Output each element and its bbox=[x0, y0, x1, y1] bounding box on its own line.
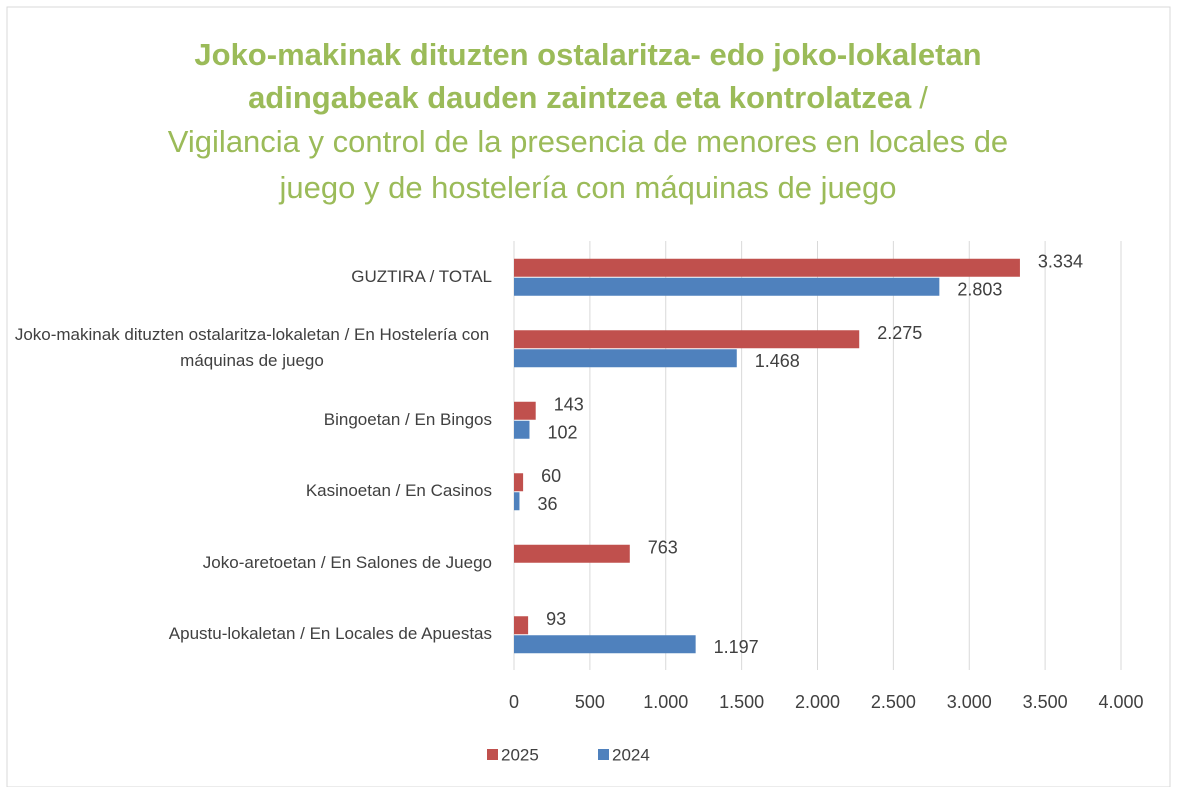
data-label: 60 bbox=[541, 466, 561, 486]
y-tick-label-wrap: GUZTIRA / TOTAL bbox=[10, 247, 492, 307]
legend-swatch bbox=[598, 749, 609, 760]
bar bbox=[514, 277, 940, 296]
y-tick-label-wrap: Kasinoetan / En Casinos bbox=[10, 461, 492, 521]
y-tick-label: Bingoetan / En Bingos bbox=[323, 409, 492, 429]
y-tick-label-box: Bingoetan / En Bingos bbox=[10, 390, 492, 450]
bar bbox=[514, 420, 530, 439]
legend-label: 2024 bbox=[612, 745, 650, 764]
x-tick-label: 0 bbox=[509, 692, 519, 712]
y-tick-label-box: Apustu-lokaletan / En Locales de Apuesta… bbox=[10, 604, 492, 664]
x-tick-label: 1.000 bbox=[643, 692, 688, 712]
data-label: 763 bbox=[648, 538, 678, 558]
data-label: 2.803 bbox=[957, 280, 1002, 300]
bar bbox=[514, 635, 696, 654]
y-tick-label: Joko-makinak dituzten ostalaritza-lokale… bbox=[14, 325, 490, 371]
bar bbox=[514, 616, 529, 635]
x-tick-label: 2.500 bbox=[871, 692, 916, 712]
y-tick-label: GUZTIRA / TOTAL bbox=[351, 266, 492, 286]
y-tick-label-box: Kasinoetan / En Casinos bbox=[10, 461, 492, 521]
chart-title-bold: adingabeak dauden zaintzea eta kontrolat… bbox=[248, 80, 912, 115]
x-tick-label: 500 bbox=[575, 692, 605, 712]
y-tick-label-wrap: Apustu-lokaletan / En Locales de Apuesta… bbox=[10, 604, 492, 664]
chart-frame bbox=[6, 6, 1171, 788]
x-tick-label: 3.500 bbox=[1023, 692, 1068, 712]
x-tick-label: 3.000 bbox=[947, 692, 992, 712]
bar bbox=[514, 349, 737, 368]
chart-title-separator: / bbox=[919, 80, 928, 115]
y-tick-label-wrap: Joko-makinak dituzten ostalaritza-lokale… bbox=[10, 318, 492, 378]
y-tick-label-box: Joko-makinak dituzten ostalaritza-lokale… bbox=[10, 318, 492, 378]
bar bbox=[514, 473, 524, 492]
data-label: 1.468 bbox=[755, 351, 800, 371]
legend-swatch bbox=[487, 749, 498, 760]
chart-title: Joko-makinak dituzten ostalaritza- edo j… bbox=[194, 37, 981, 72]
bar bbox=[514, 401, 536, 420]
y-tick-label: Kasinoetan / En Casinos bbox=[305, 481, 492, 501]
data-label: 102 bbox=[547, 423, 577, 443]
y-tick-label-wrap: Bingoetan / En Bingos bbox=[10, 390, 492, 450]
bar bbox=[514, 492, 520, 511]
y-tick-label-box: Joko-aretoetan / En Salones de Juego bbox=[10, 533, 492, 593]
y-tick-label-box: GUZTIRA / TOTAL bbox=[10, 247, 492, 307]
chart-title: adingabeak dauden zaintzea eta kontrolat… bbox=[248, 80, 928, 115]
chart-subtitle: juego y de hostelería con máquinas de ju… bbox=[279, 170, 897, 205]
x-tick-label: 4.000 bbox=[1098, 692, 1143, 712]
data-label: 3.334 bbox=[1038, 252, 1083, 272]
y-tick-label: Apustu-lokaletan / En Locales de Apuesta… bbox=[168, 624, 492, 644]
bar bbox=[514, 330, 860, 349]
y-tick-label: Joko-aretoetan / En Salones de Juego bbox=[202, 552, 492, 572]
bar bbox=[514, 258, 1020, 277]
legend-label: 2025 bbox=[501, 745, 539, 764]
x-tick-label: 1.500 bbox=[719, 692, 764, 712]
y-tick-label-wrap: Joko-aretoetan / En Salones de Juego bbox=[10, 533, 492, 593]
data-label: 1.197 bbox=[714, 637, 759, 657]
x-tick-label: 2.000 bbox=[795, 692, 840, 712]
data-label: 2.275 bbox=[877, 323, 922, 343]
data-label: 36 bbox=[537, 494, 557, 514]
bar bbox=[514, 544, 630, 563]
data-label: 143 bbox=[554, 395, 584, 415]
chart-subtitle: Vigilancia y control de la presencia de … bbox=[168, 124, 1008, 159]
data-label: 93 bbox=[546, 609, 566, 629]
